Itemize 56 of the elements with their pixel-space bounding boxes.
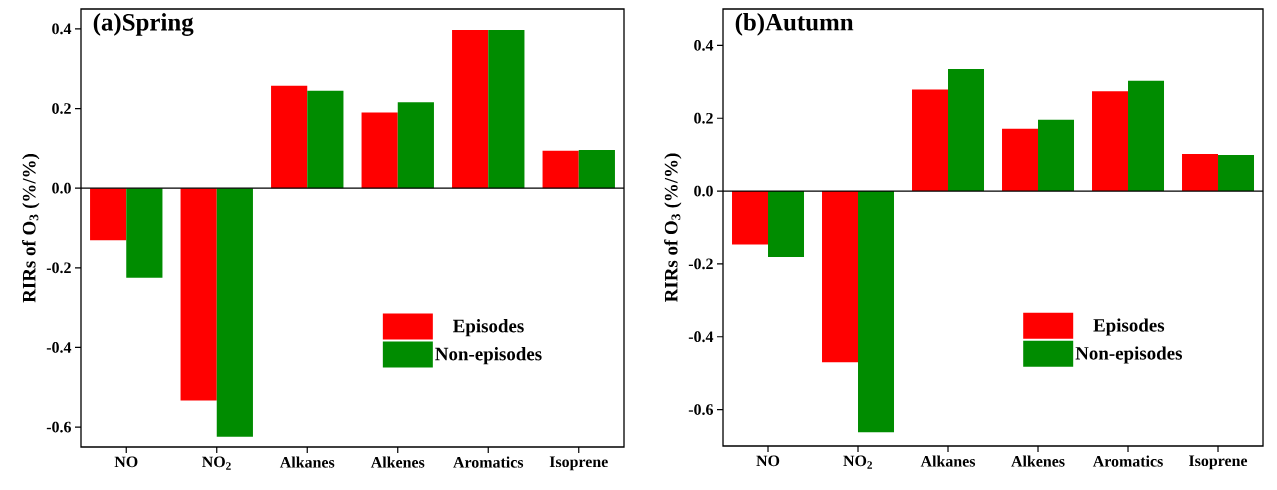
x-tick-label: NO$_{2}$	[843, 455, 873, 469]
x-tick-label: NO	[756, 455, 780, 467]
x-tick-label: Isoprene	[549, 456, 608, 471]
bar	[488, 30, 525, 189]
legend-label: Episodes	[453, 319, 524, 337]
y-tick-label: 0.4	[52, 23, 72, 35]
bar	[90, 188, 127, 241]
bar	[126, 188, 163, 278]
y-axis-title: RIRs of O$_{3}$ (%/%)	[22, 154, 40, 303]
bar	[397, 102, 434, 189]
bar	[361, 112, 398, 189]
x-tick-label: Aromatics	[1092, 455, 1163, 467]
bar	[858, 191, 895, 433]
bar	[1128, 80, 1165, 192]
legend-label: Episodes	[1093, 318, 1165, 336]
bar	[180, 188, 217, 401]
x-tick-label: Alkenes	[370, 456, 425, 468]
y-tick-label: 0.2	[52, 103, 71, 114]
bar	[732, 191, 769, 245]
y-tick-label: -0.4	[688, 331, 714, 343]
legend-label: Non-episodes	[435, 347, 542, 365]
bar	[307, 90, 344, 189]
y-tick-label: 0.4	[694, 40, 714, 51]
y-tick-label: -0.4	[46, 342, 72, 353]
bar	[542, 150, 579, 189]
x-tick-label: Alkenes	[1011, 455, 1065, 467]
x-tick-label: NO	[114, 456, 138, 468]
x-tick-label: Alkanes	[920, 455, 976, 467]
bar	[452, 30, 489, 189]
bar	[216, 188, 253, 437]
y-tick-label: 0.0	[694, 185, 713, 197]
bar	[1182, 153, 1219, 192]
x-tick-label: NO$_{2}$	[202, 456, 231, 470]
bar	[578, 149, 615, 189]
y-tick-label: -0.6	[688, 404, 714, 415]
bar	[822, 191, 859, 363]
bar	[948, 69, 985, 192]
x-tick-label: Isoprene	[1189, 455, 1248, 470]
y-tick-label: -0.2	[46, 262, 71, 274]
bar	[271, 85, 308, 189]
bar	[1218, 155, 1255, 192]
chart-title: (a)Spring	[93, 13, 194, 36]
bar	[768, 191, 805, 257]
bar	[912, 89, 949, 192]
y-tick-label: -0.2	[688, 258, 713, 270]
y-axis-title: RIRs of O$_{3}$ (%/%)	[664, 153, 682, 302]
x-tick-label: Alkanes	[279, 456, 335, 468]
bar	[1092, 91, 1129, 192]
legend-label: Non-episodes	[1075, 346, 1182, 364]
x-tick-label: Aromatics	[453, 456, 524, 468]
bar	[1002, 128, 1039, 192]
y-tick-label: 0.0	[52, 182, 71, 194]
chart-title: (b)Autumn	[735, 13, 854, 36]
y-tick-label: 0.2	[694, 112, 713, 124]
bar	[1038, 119, 1075, 192]
y-tick-label: -0.6	[46, 421, 72, 433]
